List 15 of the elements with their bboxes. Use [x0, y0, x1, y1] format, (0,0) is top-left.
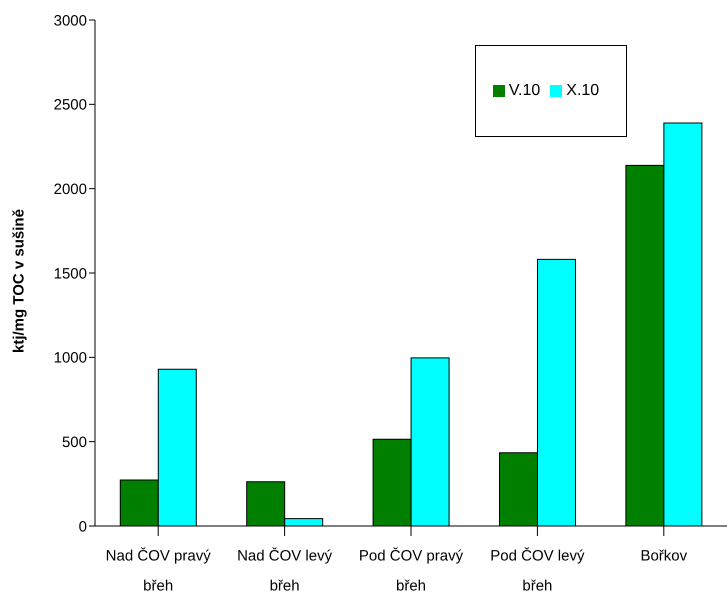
y-tick-label: 1000: [54, 350, 87, 367]
x-tick-label: Pod ČOV pravý břeh: [358, 546, 464, 595]
x-tick-label: Pod ČOV levý břeh: [490, 546, 585, 595]
x-tick-label: Nad ČOV pravý břeh: [106, 546, 212, 595]
y-tick-label: 1500: [54, 265, 87, 282]
y-tick-label: 2000: [54, 180, 87, 198]
x-tick-label: Nad ČOV levý břeh: [237, 546, 333, 595]
y-tick-label: 500: [62, 434, 87, 451]
x-tick-label: Bořkov: [640, 548, 688, 565]
y-axis-title: ktj/mg TOC v sušině: [10, 209, 28, 353]
legend-label: V.10: [508, 82, 540, 99]
legend-label: X.10: [566, 82, 600, 99]
y-tick-label: 2500: [54, 96, 87, 114]
y-tick-label: 0: [78, 518, 87, 536]
y-tick-label: 3000: [54, 12, 87, 30]
